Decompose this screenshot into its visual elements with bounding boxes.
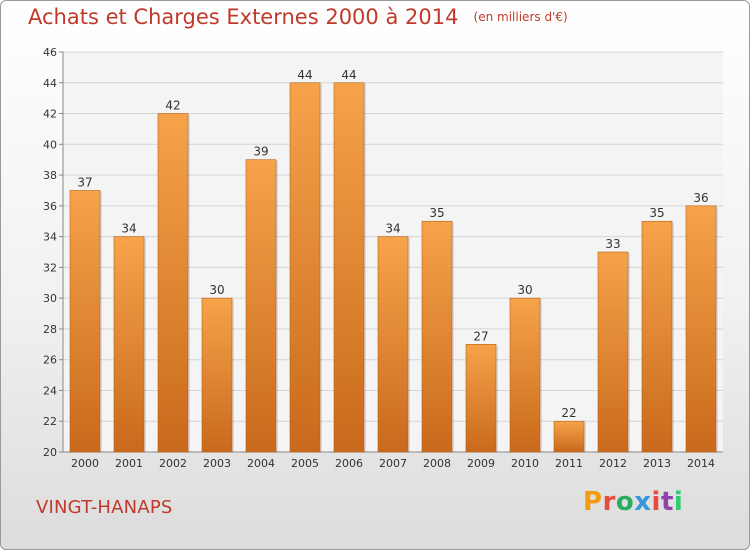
data-label: 44 (341, 68, 356, 82)
bar (465, 344, 497, 453)
logo-letter: x (634, 487, 652, 517)
y-tick-label: 46 (43, 46, 57, 59)
bar (69, 190, 101, 453)
y-tick-label: 40 (43, 138, 57, 151)
logo-letter: i (673, 487, 684, 517)
y-tick-label: 20 (43, 446, 57, 459)
data-label: 30 (209, 283, 224, 297)
data-label: 30 (517, 283, 532, 297)
data-label: 33 (605, 237, 620, 251)
x-tick-label: 2003 (203, 457, 231, 470)
data-label: 37 (77, 175, 92, 189)
chart-title: Achats et Charges Externes 2000 à 2014 (28, 5, 459, 29)
proxiti-logo[interactable]: Proxiti (583, 487, 683, 517)
commune-name: VINGT-HANAPS (36, 497, 173, 518)
x-tick-label: 2001 (115, 457, 143, 470)
bar (553, 420, 585, 453)
data-label: 42 (165, 99, 180, 113)
data-label: 35 (429, 206, 444, 220)
logo-letter: r (602, 487, 616, 517)
x-tick-label: 2006 (335, 457, 363, 470)
bar (509, 297, 541, 453)
logo-letter: t (660, 487, 674, 517)
x-tick-label: 2002 (159, 457, 187, 470)
x-tick-label: 2014 (687, 457, 715, 470)
y-tick-label: 30 (43, 292, 57, 305)
logo-letter: P (583, 487, 603, 517)
y-tick-label: 22 (43, 415, 57, 428)
bar (245, 159, 277, 453)
data-label: 27 (473, 329, 488, 343)
x-tick-label: 2011 (555, 457, 583, 470)
bar (597, 251, 629, 453)
logo-letter: o (615, 487, 635, 517)
y-tick-label: 24 (43, 384, 57, 397)
y-tick-label: 26 (43, 354, 57, 367)
bar (685, 205, 717, 453)
chart-subtitle: (en milliers d'€) (473, 10, 568, 24)
data-label: 39 (253, 145, 268, 159)
y-tick-label: 38 (43, 169, 57, 182)
x-tick-label: 2000 (71, 457, 99, 470)
y-tick-label: 32 (43, 261, 57, 274)
data-label: 34 (121, 222, 136, 236)
x-tick-label: 2004 (247, 457, 275, 470)
y-tick-label: 42 (43, 108, 57, 121)
data-label: 35 (649, 206, 664, 220)
bar (377, 236, 409, 453)
y-tick-label: 34 (43, 231, 57, 244)
bar (641, 220, 673, 453)
data-label: 44 (297, 68, 312, 82)
data-label: 34 (385, 222, 400, 236)
y-tick-label: 28 (43, 323, 57, 336)
y-tick-label: 44 (43, 77, 57, 90)
x-tick-label: 2009 (467, 457, 495, 470)
data-label: 36 (693, 191, 708, 205)
x-tick-label: 2013 (643, 457, 671, 470)
bar (333, 82, 365, 453)
x-tick-label: 2008 (423, 457, 451, 470)
data-label: 22 (561, 406, 576, 420)
bar (421, 220, 453, 453)
bar (113, 236, 145, 453)
x-tick-label: 2012 (599, 457, 627, 470)
title-row: Achats et Charges Externes 2000 à 2014 (… (28, 5, 568, 29)
logo-letter: i (651, 487, 661, 517)
bar (289, 82, 321, 453)
x-tick-label: 2005 (291, 457, 319, 470)
y-tick-label: 36 (43, 200, 57, 213)
x-tick-label: 2007 (379, 457, 407, 470)
bar (201, 297, 233, 453)
x-tick-label: 2010 (511, 457, 539, 470)
bar (157, 113, 189, 453)
